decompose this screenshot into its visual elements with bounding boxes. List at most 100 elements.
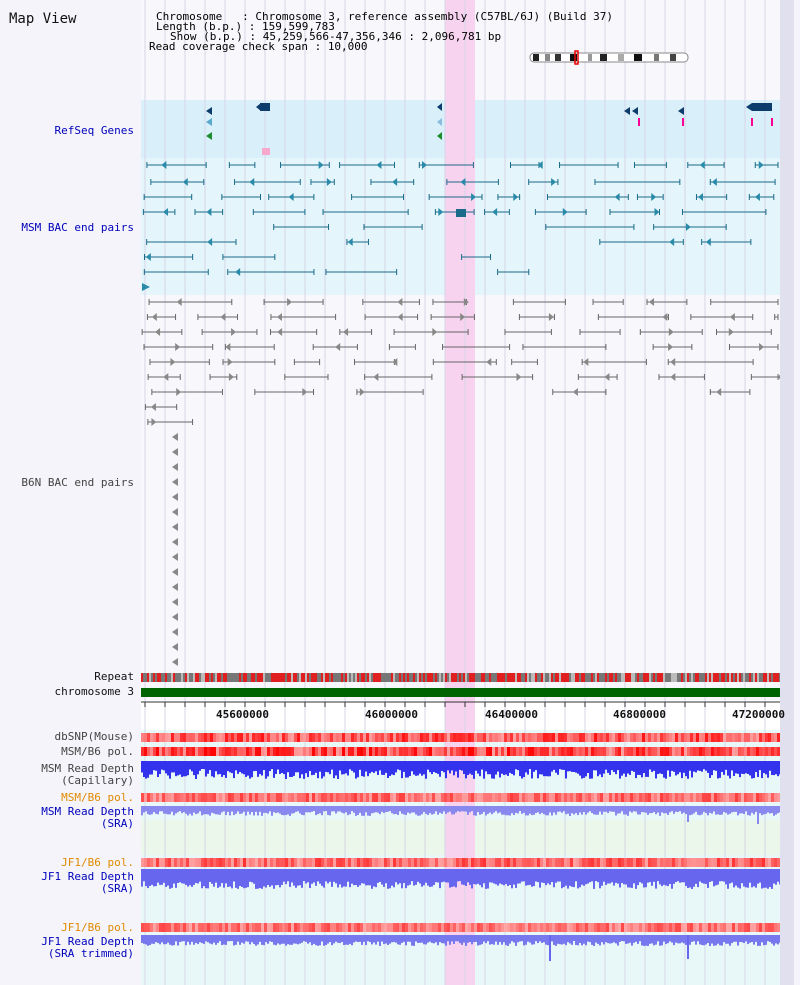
repeat-segment <box>407 673 409 682</box>
msm-b6-pol-heat <box>624 747 627 756</box>
msm-depth-capillary-bar <box>569 761 571 772</box>
msm-b6-pol-heat <box>777 793 780 802</box>
msm-depth-sra-bar <box>397 806 399 815</box>
dbsnp-heat <box>663 733 666 742</box>
msm-depth-sra-bar <box>441 806 443 814</box>
jf1-depth-trimmed-bar <box>209 935 211 944</box>
msm-b6-pol-heat <box>435 747 438 756</box>
msm-b6-pol-heat <box>609 793 612 802</box>
jf1-depth-sra-bar <box>293 869 295 886</box>
msm-depth-capillary-bar <box>563 761 565 770</box>
msm-b6-pol-heat <box>195 747 198 756</box>
msm-b6-pol-heat <box>531 747 534 756</box>
msm-depth-sra-bar <box>417 806 419 816</box>
dbsnp-heat <box>657 733 660 742</box>
jf1-b6-pol-heat <box>609 858 612 867</box>
msm-depth-capillary-bar <box>737 761 739 774</box>
repeat-segment <box>357 673 359 682</box>
jf1-b6-pol-heat <box>669 923 672 932</box>
repeat-segment <box>555 673 557 682</box>
jf1-depth-trimmed-bar <box>531 935 533 945</box>
jf1-b6-pol-heat <box>171 858 174 867</box>
msm-depth-sra-bar <box>727 806 729 815</box>
gene-arrow <box>335 343 341 351</box>
msm-depth-capillary-bar <box>713 761 715 771</box>
repeat-segment <box>515 673 517 682</box>
jf1-b6-pol-heat <box>342 923 345 932</box>
dbsnp-heat <box>447 733 450 742</box>
msm-b6-pol-heat <box>585 747 588 756</box>
jf1-b6-pol-heat <box>630 923 633 932</box>
jf1-b6-pol-heat <box>306 858 309 867</box>
jf1-depth-sra-bar <box>159 869 161 885</box>
msm-depth-sra-bar <box>511 806 513 814</box>
jf1-b6-pol-heat <box>636 923 639 932</box>
dbsnp-heat <box>729 733 732 742</box>
msm-depth-sra-bar <box>567 806 569 814</box>
jf1-b6-pol-heat <box>243 858 246 867</box>
dbsnp-heat <box>507 733 510 742</box>
dbsnp-heat <box>309 733 312 742</box>
jf1-b6-pol-heat <box>153 858 156 867</box>
msm-depth-sra-bar <box>245 806 247 816</box>
jf1-depth-trimmed-bar <box>211 935 213 945</box>
msm-depth-capillary-bar <box>457 761 459 778</box>
msm-b6-pol-heat <box>717 747 720 756</box>
msm-depth-capillary-bar <box>693 761 695 772</box>
msm-depth-sra-bar <box>415 806 417 815</box>
repeat-segment <box>295 673 297 682</box>
repeat-segment <box>727 673 729 682</box>
repeat-segment <box>289 673 291 682</box>
gene-arrow <box>758 161 764 169</box>
dbsnp-heat <box>453 733 456 742</box>
jf1-depth-trimmed-bar <box>535 935 537 942</box>
jf1-depth-sra-bar <box>619 869 621 888</box>
jf1-depth-trimmed-bar <box>351 935 353 946</box>
repeat-segment <box>759 673 761 682</box>
msm-depth-capillary-bar <box>415 761 417 776</box>
dbsnp-heat <box>159 733 162 742</box>
repeat-segment <box>161 673 163 682</box>
jf1-depth-trimmed-bar <box>277 935 279 944</box>
msm-depth-sra-bar <box>159 806 161 812</box>
msm-depth-capillary-bar <box>265 761 267 779</box>
msm-depth-sra-bar <box>719 806 721 815</box>
jf1-depth-sra-bar <box>249 869 251 882</box>
jf1-depth-trimmed-bar <box>609 935 611 944</box>
dbsnp-heat <box>306 733 309 742</box>
msm-b6-pol-heat <box>393 793 396 802</box>
jf1-depth-sra-bar <box>543 869 545 883</box>
msm-depth-sra-bar <box>521 806 523 814</box>
jf1-b6-pol-heat <box>441 923 444 932</box>
jf1-b6-pol-heat <box>267 923 270 932</box>
repeat-segment <box>617 673 619 682</box>
dbsnp-heat <box>348 733 351 742</box>
jf1-depth-sra-bar <box>765 869 767 888</box>
gene-arrow <box>746 103 752 111</box>
chromosome-value: Chromosome 3, reference assembly (C57BL/… <box>255 10 613 23</box>
jf1-b6-pol-heat <box>432 923 435 932</box>
msm-b6-pol-heat <box>291 793 294 802</box>
jf1-depth-trimmed-bar <box>675 935 677 943</box>
jf1-b6-pol-heat <box>459 923 462 932</box>
jf1-depth-sra-bar <box>333 869 335 882</box>
msm-b6-pol-heat <box>264 793 267 802</box>
jf1-b6-pol-heat <box>267 858 270 867</box>
jf1-b6-pol-heat <box>327 923 330 932</box>
track-label-jf1-depth-trimmed-sub: (SRA trimmed) <box>47 947 134 960</box>
repeat-segment <box>361 673 363 682</box>
jf1-b6-pol-heat <box>438 858 441 867</box>
msm-depth-sra-bar <box>661 806 663 813</box>
repeat-segment <box>371 673 373 682</box>
jf1-b6-pol-heat <box>678 858 681 867</box>
repeat-segment <box>187 673 189 682</box>
dbsnp-heat <box>648 733 651 742</box>
repeat-segment <box>569 673 571 682</box>
dbsnp-heat <box>237 733 240 742</box>
msm-depth-capillary-bar <box>673 761 675 772</box>
msm-b6-pol-heat <box>246 793 249 802</box>
msm-b6-pol-heat <box>270 747 273 756</box>
jf1-b6-pol-heat <box>147 858 150 867</box>
jf1-depth-trimmed-bar <box>659 935 661 946</box>
